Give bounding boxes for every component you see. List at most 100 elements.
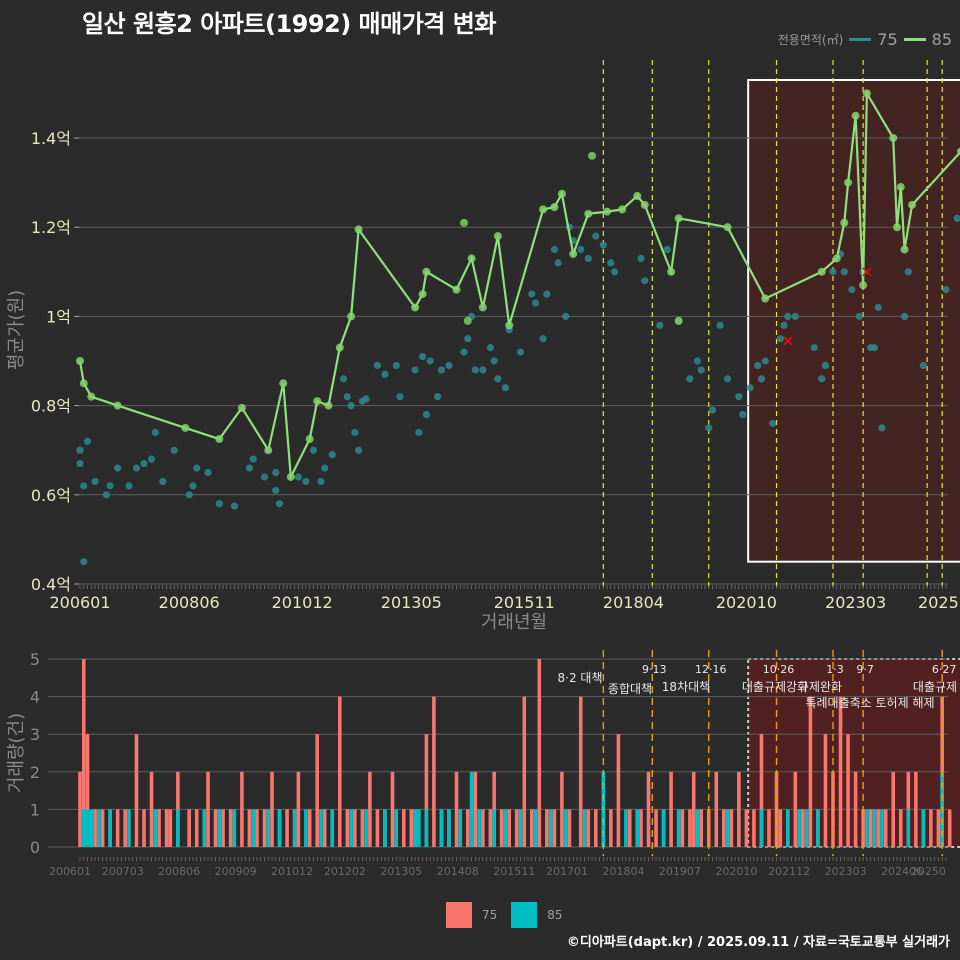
point-75	[249, 455, 257, 463]
point-85	[603, 207, 612, 216]
point-75	[411, 366, 419, 374]
bar-75	[499, 809, 504, 847]
bar-85	[533, 809, 538, 847]
bar-75	[360, 809, 365, 847]
point-75	[810, 344, 818, 352]
point-85	[411, 303, 420, 312]
bar-75	[594, 809, 598, 847]
point-85	[569, 249, 578, 258]
point-75	[821, 361, 830, 370]
point-75	[757, 375, 766, 383]
legend-title: 전용면적(㎡)	[777, 33, 844, 47]
point-75	[415, 428, 423, 436]
legend-bottom-label-75: 75	[482, 908, 498, 922]
bar-75	[868, 809, 873, 847]
point-75	[189, 482, 197, 490]
point-85	[418, 290, 427, 299]
point-75	[953, 214, 960, 222]
point-75	[260, 473, 269, 481]
point-85	[467, 254, 476, 263]
bar-75	[78, 771, 82, 847]
point-75	[494, 375, 502, 383]
point-75	[114, 464, 122, 472]
point-85	[674, 214, 683, 223]
point-75	[362, 395, 370, 403]
bar-75	[654, 809, 658, 847]
policy-date: 6·27	[932, 663, 957, 676]
point-85	[305, 435, 314, 444]
bar-75	[424, 734, 429, 847]
point-75	[437, 366, 446, 374]
bar-75	[307, 809, 312, 847]
point-75	[754, 361, 762, 370]
volume-bar-chart: 0 1 2 3 4 5 거래량(건) 9·13 12·16 10·26 1·3 9·7 6·27 8·2 …	[6, 650, 960, 878]
bar-75	[567, 809, 572, 847]
bar-85	[865, 809, 869, 847]
point-85	[618, 205, 627, 214]
bar-75	[680, 809, 685, 847]
point-75	[373, 361, 382, 370]
point-75	[554, 259, 562, 267]
bar-75	[936, 809, 941, 847]
bar-75	[164, 809, 169, 847]
bar-75	[627, 809, 632, 847]
bar-75	[488, 809, 493, 847]
y-tick-label: 0	[30, 838, 40, 857]
bar-75	[853, 771, 858, 847]
point-75	[302, 477, 310, 486]
bar-75	[530, 809, 534, 847]
bar-85	[880, 809, 884, 847]
point-75	[697, 366, 705, 374]
bar-75	[714, 771, 719, 847]
point-75	[347, 402, 355, 410]
legend-bottom: 75 85	[446, 902, 563, 928]
point-75	[599, 241, 607, 249]
bar-75	[270, 771, 274, 847]
point-75	[829, 268, 837, 276]
bar-75	[142, 809, 146, 847]
point-75	[422, 410, 430, 419]
bar-75	[767, 809, 771, 847]
bar-75	[883, 809, 888, 847]
x-tick-label: 201305	[381, 593, 442, 612]
bar-75	[522, 696, 527, 847]
bar-75	[823, 734, 828, 847]
bar-85	[676, 809, 681, 847]
legend-bottom-label-85: 85	[547, 908, 563, 922]
x-tick-label: 201511	[493, 865, 535, 878]
bar-75	[221, 809, 225, 847]
bar-75	[759, 734, 764, 847]
bar-85	[417, 809, 421, 847]
bar-75	[115, 809, 120, 847]
point-85	[851, 111, 860, 120]
bar-75	[778, 809, 783, 847]
x-tick-label: 20250	[911, 865, 946, 878]
point-75	[818, 375, 826, 383]
point-75	[686, 375, 694, 383]
bar-85	[624, 809, 628, 847]
bar-85	[413, 809, 417, 847]
point-75	[83, 437, 92, 445]
point-75	[317, 477, 325, 486]
point-75	[705, 424, 713, 432]
bar-85	[458, 809, 463, 847]
point-75	[919, 361, 927, 370]
point-75	[607, 259, 615, 267]
bar-75	[375, 809, 380, 847]
point-85	[539, 205, 548, 214]
bar-75	[454, 771, 459, 847]
point-75	[637, 254, 645, 263]
bar-75	[729, 809, 734, 847]
bar-85	[759, 809, 764, 847]
bar-75	[876, 809, 880, 847]
point-75	[80, 558, 88, 566]
point-75	[245, 464, 254, 472]
point-85	[313, 397, 322, 406]
line-85	[78, 89, 960, 482]
policy-label: 규제완화	[798, 680, 842, 694]
point-75	[479, 366, 487, 374]
x-tick-label: 202406	[881, 865, 923, 878]
bar-75	[187, 809, 191, 847]
bar-75	[722, 809, 726, 847]
point-75	[592, 232, 600, 240]
